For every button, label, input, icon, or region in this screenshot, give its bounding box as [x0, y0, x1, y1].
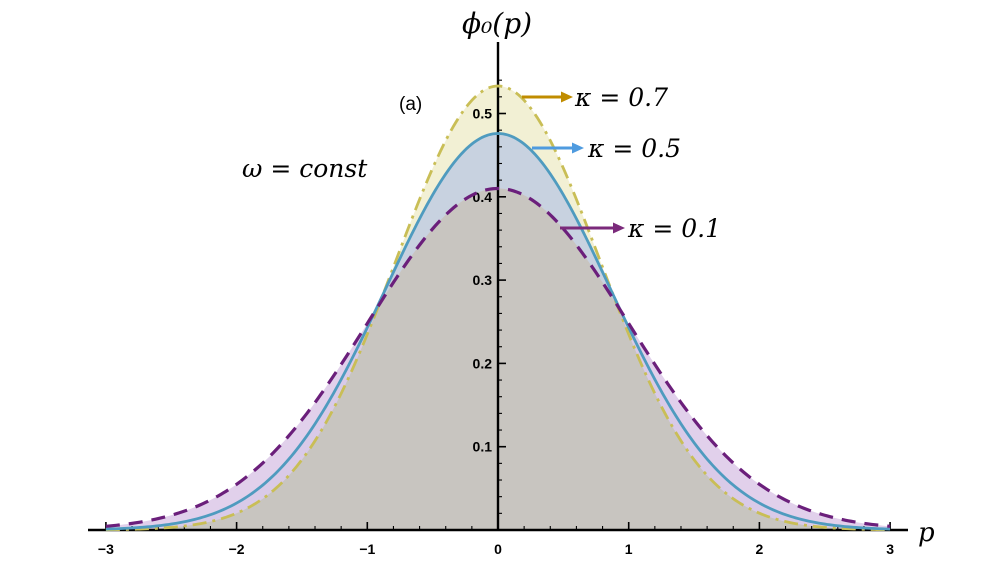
y-tick-label: 0.4 [473, 189, 493, 205]
x-axis-title: p [918, 518, 935, 548]
x-tick-label: 1 [625, 541, 633, 557]
series-lines [105, 84, 891, 532]
x-tick-label: 0 [494, 541, 502, 557]
legend-entry-kappa-0.1: κ = 0.1 [560, 214, 721, 243]
y-tick-label: 0.1 [473, 439, 493, 455]
series-line-kappa-0.1 [105, 186, 891, 528]
legend-entry-kappa-0.5: κ = 0.5 [532, 134, 681, 163]
label-kappa-0.1: κ = 0.1 [627, 214, 721, 243]
y-tick-label: 0.5 [473, 106, 493, 122]
axes: −3 −2 −1 0 1 2 3 0.1 0.2 0.3 0.4 0.5 [88, 42, 908, 557]
x-tick-label: 3 [886, 541, 894, 557]
legend-annotations: κ = 0.7 κ = 0.5 κ = 0.1 [522, 83, 721, 243]
arrowhead-kappa-0.1 [613, 222, 625, 234]
legend-entry-kappa-0.7: κ = 0.7 [522, 83, 668, 112]
label-kappa-0.5: κ = 0.5 [587, 134, 681, 163]
arrowhead-kappa-0.5 [572, 142, 584, 154]
series-line-kappa-0.7 [105, 84, 891, 532]
label-kappa-0.7: κ = 0.7 [574, 83, 668, 112]
y-tick-label: 0.2 [473, 355, 493, 371]
omega-annotation: ω = const [242, 154, 368, 183]
series-line-kappa-0.5 [105, 132, 891, 531]
panel-label: (a) [399, 94, 422, 115]
axis-ticks: −3 −2 −1 0 1 2 3 0.1 0.2 0.3 0.4 0.5 [98, 79, 894, 557]
y-tick-label: 0.3 [473, 272, 493, 288]
x-tick-label: −1 [359, 541, 375, 557]
x-tick-label: 2 [756, 541, 764, 557]
y-axis-title: ϕ₀(p) [462, 7, 532, 40]
x-tick-label: −3 [98, 541, 114, 557]
x-tick-label: −2 [229, 541, 245, 557]
arrowhead-kappa-0.7 [561, 91, 573, 103]
